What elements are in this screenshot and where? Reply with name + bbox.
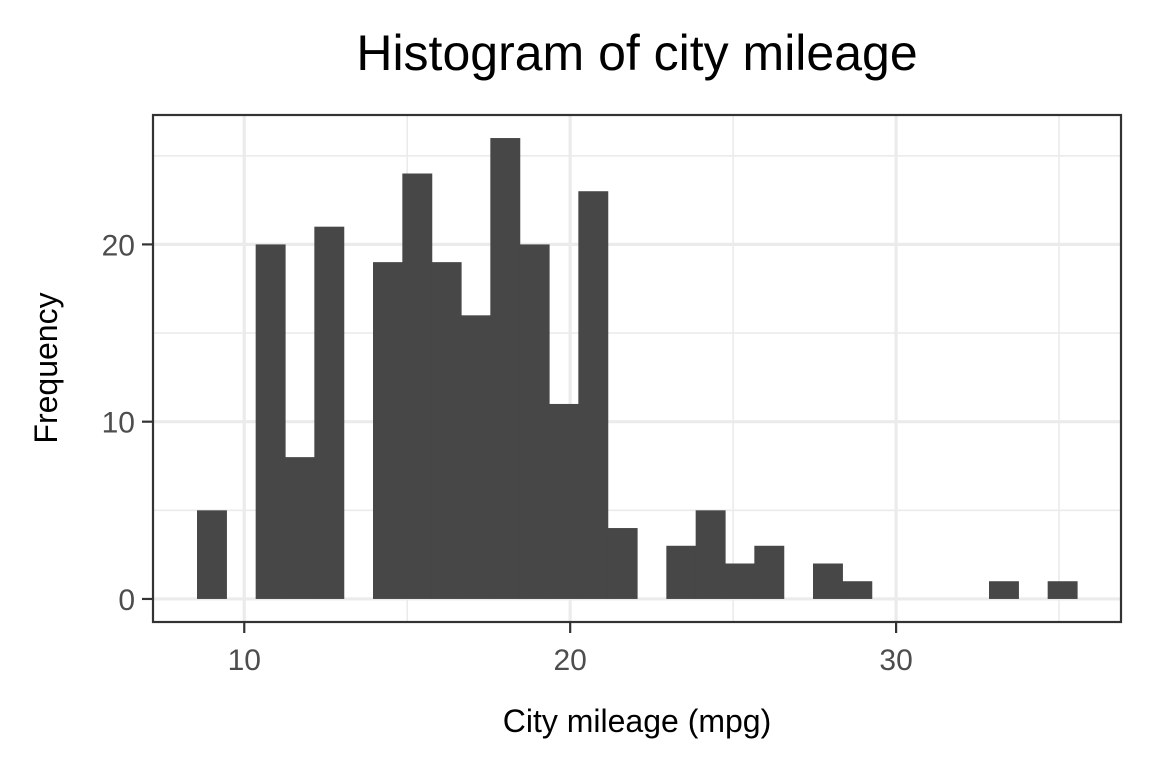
y-axis-label: Frequency (28, 292, 64, 443)
chart-title: Histogram of city mileage (356, 25, 917, 81)
histogram-bar (255, 244, 286, 599)
histogram-bar (285, 457, 315, 599)
histogram-bar (314, 226, 345, 599)
histogram-bar (549, 403, 579, 599)
histogram-bar (695, 510, 726, 599)
x-tick-label: 10 (228, 644, 261, 677)
histogram-bar (490, 138, 521, 599)
y-tick-label: 0 (118, 584, 135, 617)
histogram-bar (666, 545, 697, 599)
histogram-bar (402, 173, 433, 599)
histogram-bar (754, 545, 785, 599)
histogram-bar (1047, 581, 1078, 599)
axes: 10 20 30 0 10 20 (102, 229, 913, 677)
histogram-bars (197, 138, 1078, 599)
x-tick-label: 20 (553, 644, 586, 677)
y-tick-label: 20 (102, 229, 135, 262)
x-axis-label: City mileage (mpg) (503, 703, 772, 739)
x-tick-label: 30 (879, 644, 912, 677)
histogram-bar (725, 563, 755, 599)
histogram-bar (461, 315, 491, 599)
histogram-bar (989, 581, 1019, 599)
panel-border (151, 113, 1123, 624)
histogram-bar (813, 563, 843, 599)
histogram-bar (519, 244, 550, 599)
histogram-bar (578, 191, 609, 599)
histogram-bar (373, 262, 403, 599)
histogram-bar (607, 528, 638, 599)
histogram-bar (197, 510, 227, 599)
histogram-bar (431, 262, 462, 599)
y-tick-label: 10 (102, 407, 135, 440)
histogram-bar (842, 581, 873, 599)
